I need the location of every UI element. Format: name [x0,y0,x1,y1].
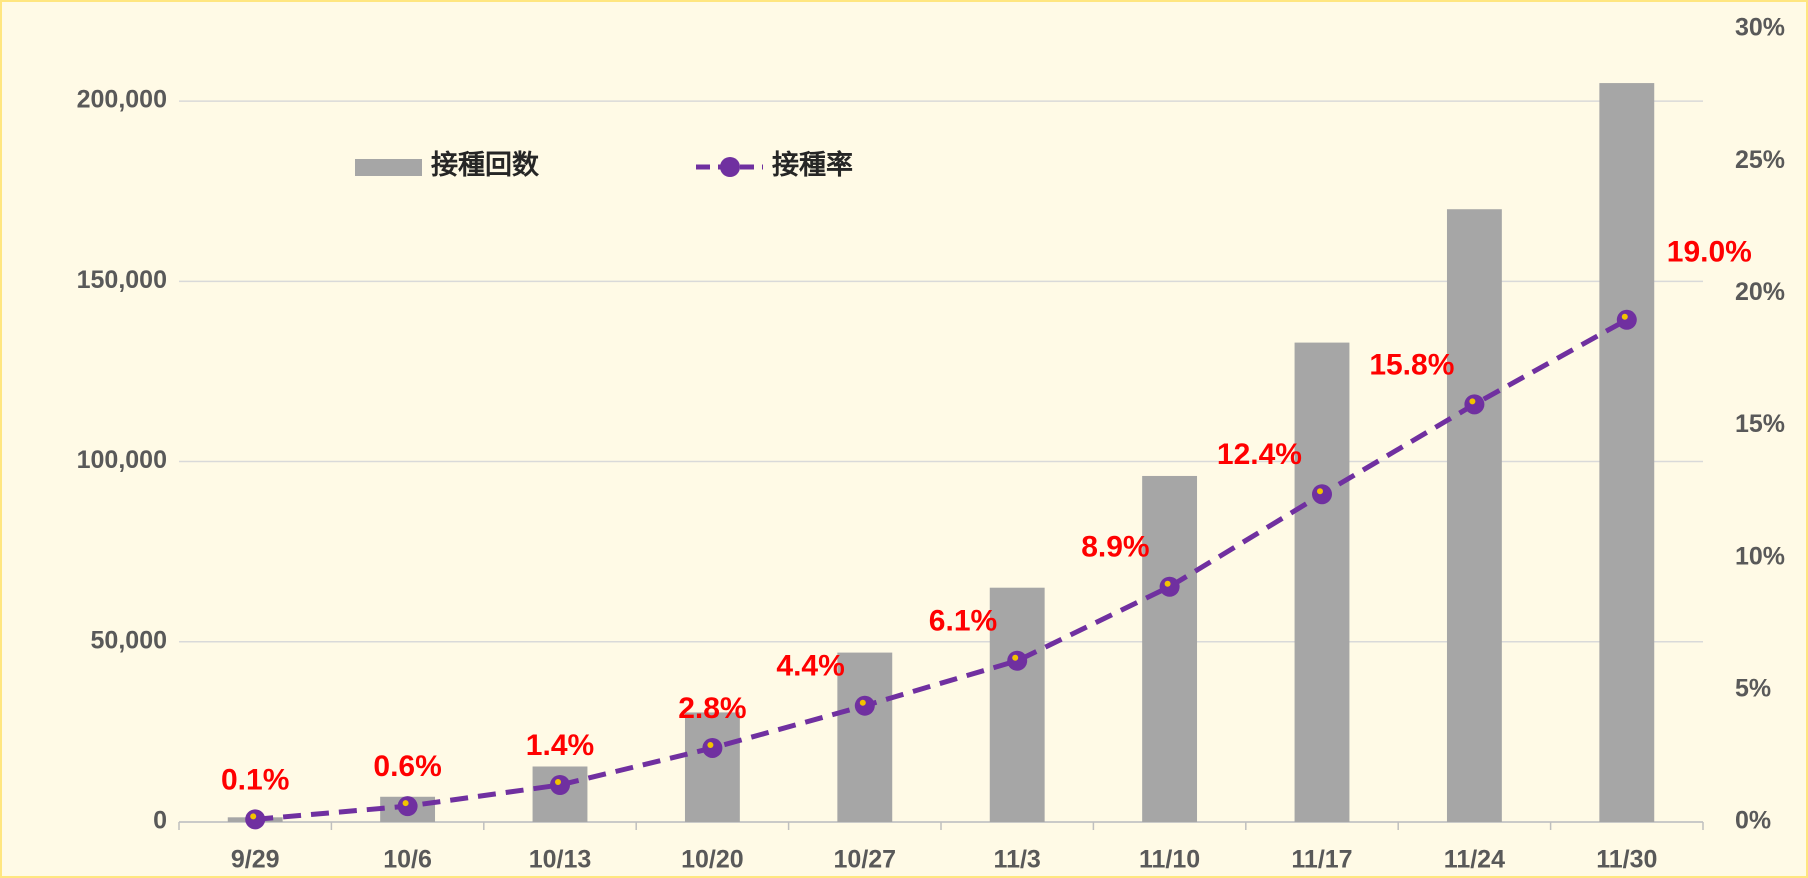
x-tick-label: 11/10 [1139,846,1200,874]
y-tick-label: 200,000 [77,86,167,114]
y2-tick-label: 25% [1735,146,1785,174]
bar [1599,83,1655,823]
marker-inner [250,813,257,820]
y2-tick-label: 0% [1735,807,1771,835]
x-tick-label: 11/24 [1444,846,1505,874]
marker [854,695,875,716]
data-label: 19.0% [1667,236,1752,269]
x-tick-label: 10/13 [529,846,592,874]
bar [1294,342,1350,822]
data-label: 12.4% [1217,438,1302,471]
y2-tick-label: 30% [1735,14,1785,42]
x-tick-label: 11/3 [994,846,1041,874]
y-tick-label: 100,000 [77,446,167,474]
marker [702,737,723,758]
x-tick-label: 11/30 [1596,846,1657,874]
marker [1616,309,1637,330]
y2-tick-label: 20% [1735,278,1785,306]
marker [1159,576,1180,597]
data-label: 0.1% [221,763,289,796]
legend-swatch [355,159,422,176]
y-tick-label: 0 [153,807,167,835]
bar [1446,209,1502,822]
data-label: 15.8% [1369,348,1454,381]
marker-inner [402,800,409,807]
x-tick-label: 10/27 [834,846,897,874]
marker-inner [859,699,866,706]
marker-inner [1469,398,1476,405]
bar [1142,475,1198,822]
x-tick-label: 10/20 [681,846,744,874]
marker-inner [1621,313,1628,320]
data-label: 6.1% [929,605,997,638]
marker [1007,650,1028,671]
y2-tick-label: 15% [1735,410,1785,438]
x-tick-label: 10/6 [383,846,432,874]
x-tick-label: 9/29 [231,846,280,874]
legend-label: 接種率 [772,149,853,180]
bar [837,652,893,822]
marker-inner [1317,488,1323,495]
marker [245,809,266,830]
data-label: 4.4% [776,650,844,683]
marker [550,774,570,795]
x-tick-label: 11/17 [1291,846,1352,874]
marker [1312,484,1332,505]
marker-inner [707,741,714,748]
legend-label: 接種回数 [431,150,540,180]
marker-inner [1164,580,1171,587]
bar [684,712,740,822]
marker [397,796,418,817]
y-tick-label: 50,000 [91,626,167,654]
data-label: 2.8% [678,692,746,725]
line [254,317,1629,822]
marker-inner [555,778,561,785]
data-label: 0.6% [373,750,441,783]
data-label: 1.4% [526,729,594,762]
marker-inner [1012,654,1019,661]
data-label: 8.9% [1081,531,1149,564]
y2-tick-label: 10% [1735,542,1785,570]
y-tick-label: 150,000 [77,266,167,294]
y2-tick-label: 5% [1735,674,1771,702]
legend-marker [720,157,740,177]
bar [989,587,1045,822]
marker [1464,394,1485,415]
